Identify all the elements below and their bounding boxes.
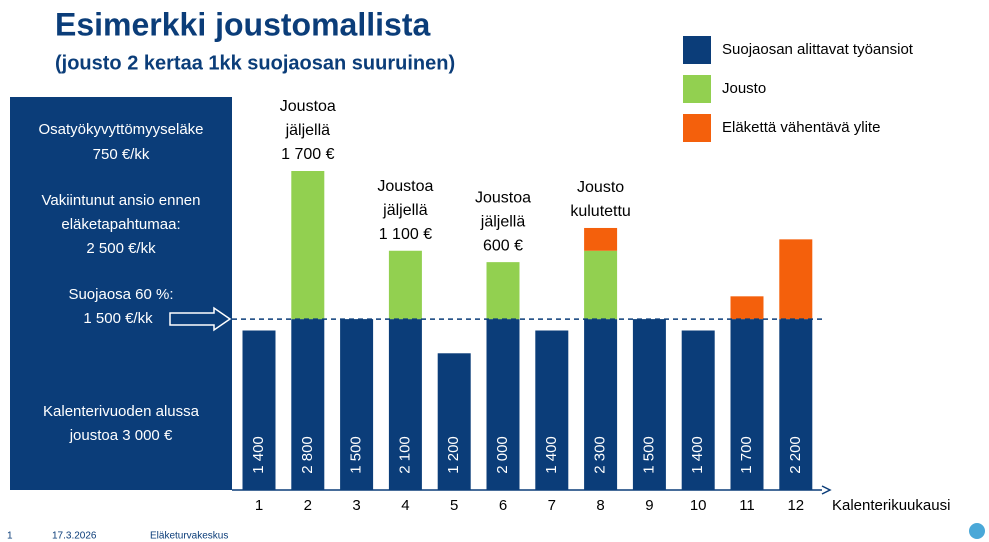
x-tick-label: 2 — [304, 497, 312, 514]
x-tick-label: 1 — [255, 497, 263, 514]
arrow — [169, 306, 232, 332]
bar-segment — [437, 353, 471, 490]
bar-label: 1 200 — [445, 436, 462, 474]
bar-segment — [291, 171, 325, 320]
panel-text: 750 €/kk — [93, 146, 150, 163]
bar-segment — [388, 319, 422, 490]
bar-segment — [681, 330, 715, 490]
legend-label: Suojaosan alittavat työansiot — [722, 41, 914, 58]
panel-text: Suojaosa 60 %: — [68, 286, 173, 303]
x-tick-label: 8 — [596, 497, 604, 514]
title: Esimerkki joustomallista — [55, 6, 430, 42]
date: 17.3.2026 — [52, 531, 97, 542]
x-tick-label: 6 — [499, 497, 507, 514]
org: Eläketurvakeskus — [150, 531, 228, 542]
x-tick-label: 11 — [739, 497, 755, 514]
annotation: Joustoa — [280, 98, 336, 115]
annotation: 600 € — [483, 237, 523, 254]
x-tick-label: 3 — [352, 497, 360, 514]
bar-segment — [486, 319, 520, 490]
axis-arrow — [821, 485, 832, 495]
bar-label: 1 400 — [250, 436, 267, 474]
x-tick-label: 12 — [787, 497, 804, 514]
bar-segment — [632, 319, 666, 490]
annotation: 1 700 € — [281, 146, 334, 163]
panel-text: Vakiintunut ansio ennen — [41, 192, 200, 209]
x-tick-label: 10 — [690, 497, 707, 514]
bar-segment — [730, 319, 764, 490]
panel-text: Kalenterivuoden alussa — [43, 403, 200, 420]
bar-label: 1 500 — [640, 436, 657, 474]
x-axis-label: Kalenterikuukausi — [832, 497, 950, 514]
annotation: jäljellä — [382, 202, 428, 219]
page-number: 1 — [7, 531, 13, 542]
annotation: Joustoa — [377, 178, 433, 195]
legend-swatch — [683, 75, 711, 103]
info-panel — [10, 97, 232, 490]
bar-label: 2 200 — [787, 436, 804, 474]
bar-segment — [486, 262, 520, 320]
annotation: Joustoa — [475, 189, 531, 206]
bar-segment — [584, 319, 618, 490]
bar-label: 1 500 — [348, 436, 365, 474]
panel-text: eläketapahtumaa: — [61, 216, 180, 233]
x-tick-label: 5 — [450, 497, 458, 514]
x-tick-label: 4 — [401, 497, 409, 514]
annotation: jäljellä — [480, 213, 526, 230]
panel-text: 2 500 €/kk — [86, 240, 156, 257]
bar-segment — [779, 239, 813, 320]
bar-segment — [584, 227, 618, 251]
panel-text: Osatyökyvyttömyyseläke — [38, 121, 203, 138]
bar-label: 2 800 — [299, 436, 316, 474]
bar-label: 2 100 — [396, 436, 413, 474]
bar-segment — [291, 319, 325, 490]
bar-segment — [340, 319, 374, 490]
subtitle: (jousto 2 kertaa 1kk suojaosan suuruinen… — [55, 52, 455, 74]
x-tick-label: 7 — [548, 497, 556, 514]
annotation: kulutettu — [570, 203, 630, 220]
bar-segment — [388, 250, 422, 320]
bar-segment — [779, 319, 813, 490]
logo — [969, 523, 985, 539]
bar-label: 1 400 — [543, 436, 560, 474]
panel-text: 1 500 €/kk — [83, 310, 153, 327]
bar-label: 2 000 — [494, 436, 511, 474]
legend-label: Jousto — [722, 80, 766, 97]
annotation: Jousto — [577, 179, 624, 196]
bar-label: 2 300 — [592, 436, 609, 474]
bar-segment — [584, 250, 618, 320]
bar-label: 1 700 — [738, 436, 755, 474]
legend-swatch — [683, 36, 711, 64]
bar-segment — [242, 330, 276, 490]
panel-text: joustoa 3 000 € — [69, 427, 173, 444]
bar-segment — [535, 330, 569, 490]
annotation: jäljellä — [285, 122, 331, 139]
legend-swatch — [683, 114, 711, 142]
x-tick-label: 9 — [645, 497, 653, 514]
bar-label: 1 400 — [689, 436, 706, 474]
annotation: 1 100 € — [379, 226, 432, 243]
bar-segment — [730, 296, 764, 320]
legend-label: Eläkettä vähentävä ylite — [722, 119, 880, 136]
